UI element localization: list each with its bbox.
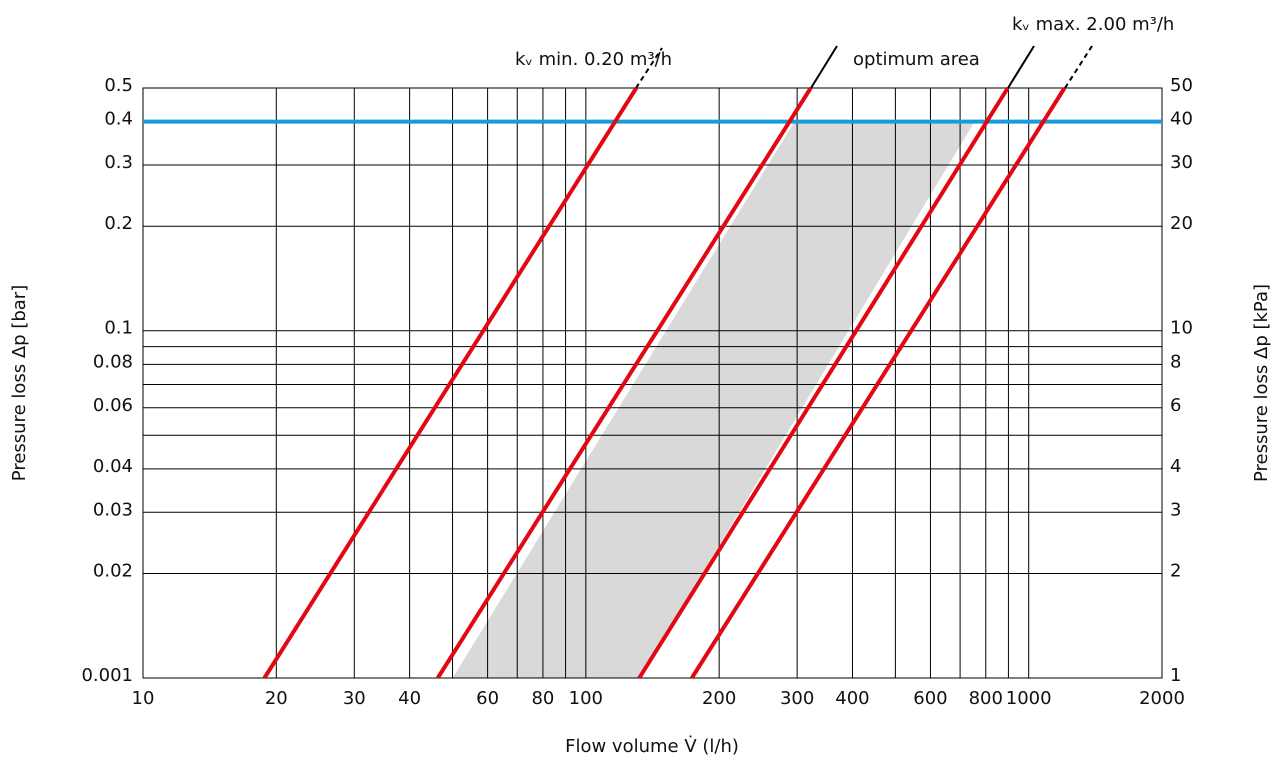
y2-tick-label: 8 (1170, 351, 1181, 372)
plot-frame (142, 87, 1163, 679)
leader (1007, 45, 1035, 89)
y-tick-label: 0.06 (93, 395, 133, 416)
kv-line (637, 86, 1010, 680)
y-tick-label: 0.2 (104, 213, 133, 234)
y-tick-label: 0.04 (93, 456, 133, 477)
y-axis-label: Pressure loss Δp [bar] (9, 285, 30, 481)
y2-tick-label: 10 (1170, 318, 1193, 339)
leader-dashed (635, 47, 663, 89)
x-tick-label: 800 (969, 688, 1003, 709)
kv-line (436, 86, 813, 680)
y2-tick-label: 30 (1170, 152, 1193, 173)
y-tick-label: 0.03 (93, 499, 133, 520)
leaders (635, 45, 1093, 89)
y-tick-label: 0.08 (93, 351, 133, 372)
y-tick-label: 0.1 (104, 318, 133, 339)
annotation: kᵥ max. 2.00 m³/h (1012, 14, 1174, 35)
x-tick-label: 2000 (1139, 688, 1185, 709)
x-axis-label: Flow volume V̇ (l/h) (565, 736, 739, 757)
leader-dashed (1064, 45, 1093, 89)
x-tick-label: 10 (132, 688, 155, 709)
kv-line (690, 86, 1067, 680)
y-tick-label: 0.5 (104, 75, 133, 96)
y2-tick-label: 6 (1170, 395, 1181, 416)
y2-tick-label: 4 (1170, 456, 1181, 477)
x-tick-label: 200 (702, 688, 736, 709)
x-tick-label: 40 (398, 688, 421, 709)
x-tick-label: 20 (265, 688, 288, 709)
annotation: kᵥ min. 0.20 m³/h (515, 49, 672, 70)
annotation: optimum area (853, 49, 980, 70)
y2-tick-label: 20 (1170, 213, 1193, 234)
y-tick-label: 0.3 (104, 152, 133, 173)
leader (810, 45, 838, 89)
x-tick-label: 600 (913, 688, 947, 709)
y2-tick-label: 2 (1170, 560, 1181, 581)
x-tick-label: 60 (476, 688, 499, 709)
x-tick-label: 1000 (1006, 688, 1052, 709)
optimum-area (452, 121, 975, 678)
y-tick-label: 0.001 (81, 665, 133, 686)
kv-line (262, 86, 638, 680)
y2-tick-label: 1 (1170, 665, 1181, 686)
y-tick-label: 0.4 (104, 109, 133, 130)
x-tick-label: 100 (569, 688, 603, 709)
x-tick-label: 80 (531, 688, 554, 709)
x-tick-label: 30 (343, 688, 366, 709)
y2-tick-label: 40 (1170, 109, 1193, 130)
y-tick-label: 0.02 (93, 560, 133, 581)
y2-tick-label: 3 (1170, 499, 1181, 520)
y2-axis-label: Pressure loss Δp [kPa] (1251, 284, 1272, 482)
y2-tick-label: 50 (1170, 75, 1193, 96)
x-tick-label: 400 (835, 688, 869, 709)
x-tick-label: 300 (780, 688, 814, 709)
